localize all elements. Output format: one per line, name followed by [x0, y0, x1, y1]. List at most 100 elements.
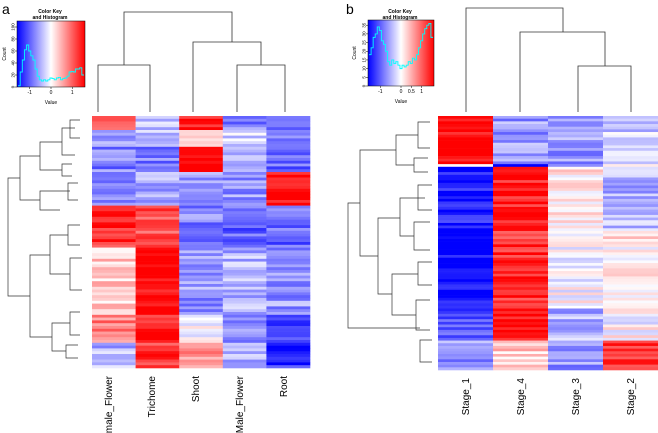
heatmap-cell	[135, 354, 180, 358]
heatmap-cell	[179, 326, 224, 330]
heatmap-cell	[179, 337, 224, 341]
heatmap-cell	[135, 258, 180, 262]
heatmap-cell	[493, 238, 549, 242]
color-key-ytick-label: 0	[11, 85, 16, 88]
heatmap-cell	[222, 180, 267, 184]
heatmap-cell	[179, 219, 224, 223]
heatmap-cell	[222, 253, 267, 257]
heatmap-cell	[266, 242, 311, 246]
column-label-stage-4: Stage_4	[516, 378, 527, 416]
heatmap-cell	[548, 313, 604, 317]
heatmap-cell	[266, 124, 311, 128]
heatmap-cell	[266, 144, 311, 148]
heatmap-cell	[603, 150, 658, 154]
heatmap-cell	[92, 264, 136, 268]
heatmap-cell	[222, 331, 267, 335]
heatmap-cell	[438, 236, 494, 240]
heatmap-cell	[135, 272, 180, 276]
heatmap-cell	[438, 297, 494, 301]
heatmap-cell	[493, 217, 549, 221]
heatmap-cell	[135, 295, 180, 299]
heatmap-cell	[266, 146, 311, 150]
heatmap-cell	[438, 132, 494, 136]
heatmap-cell	[179, 216, 224, 220]
heatmap-cell	[222, 200, 267, 204]
heatmap-cell	[135, 320, 180, 324]
heatmap-cell	[92, 138, 136, 142]
heatmap-cell	[548, 337, 604, 341]
heatmap-cell	[548, 150, 604, 154]
heatmap-cell	[135, 152, 180, 156]
heatmap-cell	[493, 279, 549, 283]
heatmap-cell	[548, 271, 604, 275]
heatmap-cell	[548, 217, 604, 221]
heatmap-cell	[438, 172, 494, 176]
heatmap-cell	[179, 334, 224, 338]
heatmap-cell	[548, 359, 604, 363]
panel-a-color-key: Color Key and Histogram -1 0 1 02040608010…	[2, 9, 86, 106]
heatmap-cell	[92, 211, 136, 215]
heatmap-cell	[438, 121, 494, 125]
heatmap-cell	[222, 236, 267, 240]
heatmap-cell	[603, 263, 658, 267]
heatmap-cell	[222, 158, 267, 162]
heatmap-cell	[603, 260, 658, 264]
heatmap-cell	[548, 212, 604, 216]
heatmap-cell	[92, 258, 136, 262]
heatmap-cell	[266, 362, 311, 366]
heatmap-cell	[548, 182, 604, 186]
heatmap-cell	[438, 281, 494, 285]
heatmap-cell	[222, 362, 267, 366]
heatmap-cell	[266, 351, 311, 355]
heatmap-cell	[222, 272, 267, 276]
heatmap-cell	[438, 305, 494, 309]
heatmap-cell	[438, 204, 494, 208]
heatmap-cell	[548, 198, 604, 202]
heatmap-cell	[179, 270, 224, 274]
heatmap-cell	[493, 281, 549, 285]
heatmap-cell	[493, 316, 549, 320]
heatmap-cell	[92, 200, 136, 204]
heatmap-cell	[548, 305, 604, 309]
heatmap-cell	[603, 222, 658, 226]
heatmap-cell	[135, 124, 180, 128]
heatmap-cell	[135, 244, 180, 248]
heatmap-cell	[135, 334, 180, 338]
heatmap-cell	[222, 197, 267, 201]
heatmap-cell	[92, 312, 136, 316]
heatmap-cell	[222, 278, 267, 282]
heatmap-cell	[179, 362, 224, 366]
heatmap-cell	[493, 161, 549, 165]
heatmap-cell	[438, 343, 494, 347]
heatmap-cell	[92, 186, 136, 190]
heatmap-cell	[493, 132, 549, 136]
heatmap-cell	[135, 348, 180, 352]
heatmap-cell	[135, 121, 180, 125]
heatmap-cell	[548, 169, 604, 173]
heatmap-cell	[266, 334, 311, 338]
heatmap-cell	[438, 140, 494, 144]
heatmap-cell	[548, 241, 604, 245]
heatmap-cell	[92, 365, 136, 369]
heatmap-cell	[179, 130, 224, 134]
heatmap-cell	[92, 272, 136, 276]
heatmap-cell	[179, 200, 224, 204]
heatmap-cell	[135, 166, 180, 170]
heatmap-cell	[438, 356, 494, 360]
heatmap-cell	[548, 236, 604, 240]
heatmap-cell	[266, 356, 311, 360]
heatmap-cell	[438, 260, 494, 264]
heatmap-cell	[222, 146, 267, 150]
heatmap-cell	[438, 329, 494, 333]
heatmap-cell	[438, 185, 494, 189]
panel-a-color-key-subtitle: and Histogram	[32, 15, 68, 21]
heatmap-cell	[438, 263, 494, 267]
heatmap-cell	[438, 217, 494, 221]
heatmap-cell	[179, 331, 224, 335]
heatmap-cell	[548, 140, 604, 144]
heatmap-cell	[222, 194, 267, 198]
heatmap-cell	[266, 345, 311, 349]
heatmap-cell	[548, 132, 604, 136]
heatmap-cell	[135, 169, 180, 173]
